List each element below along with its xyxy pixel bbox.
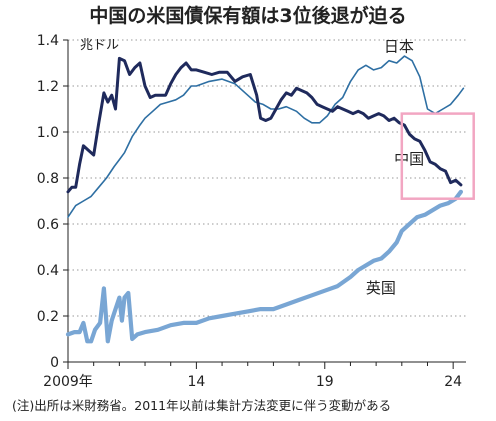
x-tick-label: 2009年 xyxy=(43,374,93,390)
footnote: (注)出所は米財務省。2011年以前は集計方法変更に伴う変動がある xyxy=(12,398,391,413)
y-axis: 0 0.2 0.4 0.6 0.8 1.0 1.2 1.4 xyxy=(37,33,69,371)
x-axis: 2009年 14 19 24 xyxy=(43,361,466,390)
grid xyxy=(68,39,466,317)
series-line-china xyxy=(66,56,463,194)
x-tick-label: 19 xyxy=(316,374,334,390)
series-label-uk: 英国 xyxy=(366,279,396,297)
y-tick-label: 1.0 xyxy=(37,125,59,141)
x-tick-label: 24 xyxy=(444,374,462,390)
series-label-china: 中国 xyxy=(394,150,424,168)
y-tick-label: 1.4 xyxy=(37,33,59,49)
series-line-japan xyxy=(67,55,465,218)
y-tick-label: 0.4 xyxy=(37,263,59,279)
series-line-uk xyxy=(65,189,463,344)
y-tick-label: 1.2 xyxy=(37,79,59,95)
chart-title: 中国の米国債保有額は3位後退が迫る xyxy=(89,4,406,27)
y-tick-label: 0.2 xyxy=(37,309,59,325)
y-tick-label: 0.6 xyxy=(37,217,59,233)
y-tick-label: 0.8 xyxy=(37,171,59,187)
x-tick-label: 14 xyxy=(187,374,205,390)
y-axis-unit: 兆ドル xyxy=(80,38,119,53)
series-label-japan: 日本 xyxy=(384,38,414,56)
highlight-box xyxy=(400,112,475,200)
y-tick-label: 0 xyxy=(50,355,59,371)
series-layer xyxy=(65,55,465,344)
